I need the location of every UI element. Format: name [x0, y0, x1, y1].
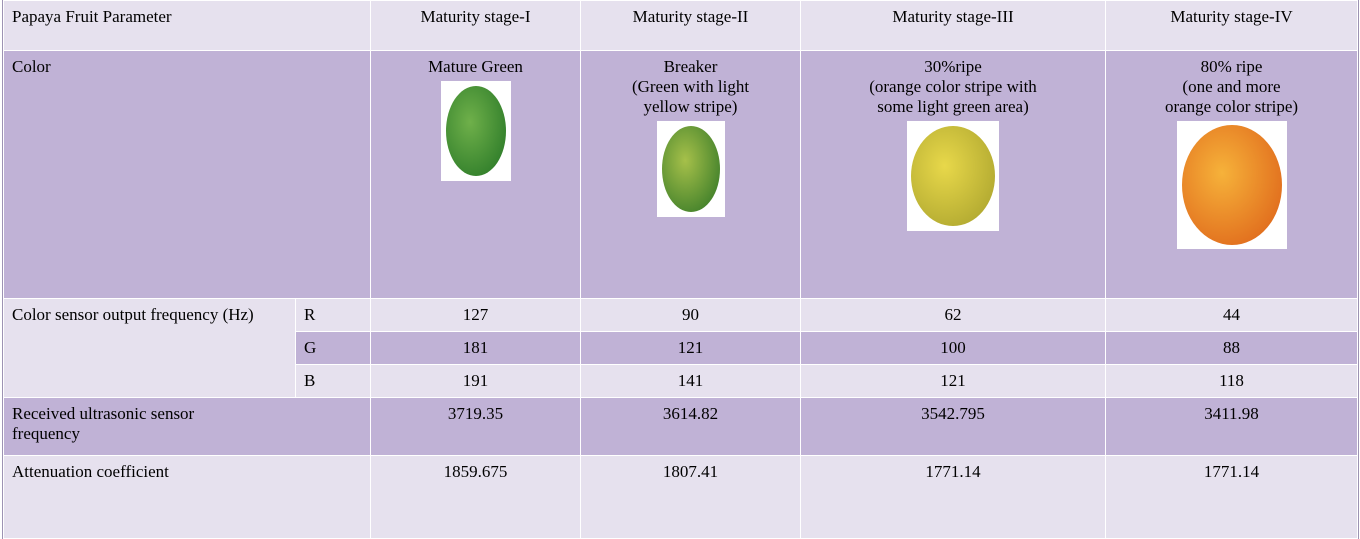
papaya-photo	[907, 121, 999, 231]
color-cell: Mature Green	[371, 51, 581, 299]
row-label: Received ultrasonic sensor frequency	[4, 398, 371, 456]
value-cell: 121	[581, 332, 801, 365]
papaya-photo	[441, 81, 511, 181]
header-cell: Maturity stage-III	[801, 1, 1106, 51]
papaya-photo	[657, 121, 725, 217]
header-cell: Maturity stage-I	[371, 1, 581, 51]
channel-label: R	[296, 299, 371, 332]
value-cell: 3542.795	[801, 398, 1106, 456]
channel-label: B	[296, 365, 371, 398]
value-cell: 181	[371, 332, 581, 365]
value-cell: 44	[1106, 299, 1358, 332]
color-description: 30%ripe	[809, 57, 1097, 77]
value-cell: 121	[801, 365, 1106, 398]
color-description: orange color stripe)	[1114, 97, 1349, 117]
value-cell: 127	[371, 299, 581, 332]
color-description: some light green area)	[809, 97, 1097, 117]
row-label: Color sensor output frequency (Hz)	[4, 299, 296, 398]
row-label: Attenuation coefficient	[4, 456, 371, 539]
color-description: Breaker	[589, 57, 792, 77]
value-cell: 100	[801, 332, 1106, 365]
table-row: Color Mature Green Breaker(Green with lig…	[4, 51, 1358, 299]
color-description: 80% ripe	[1114, 57, 1349, 77]
color-description: (Green with light	[589, 77, 792, 97]
value-cell: 90	[581, 299, 801, 332]
value-cell: 1771.14	[801, 456, 1106, 539]
header-cell: Papaya Fruit Parameter	[4, 1, 371, 51]
value-cell: 1771.14	[1106, 456, 1358, 539]
value-cell: 118	[1106, 365, 1358, 398]
value-cell: 3411.98	[1106, 398, 1358, 456]
maturity-table: Papaya Fruit ParameterMaturity stage-IMa…	[3, 0, 1358, 539]
value-cell: 1807.41	[581, 456, 801, 539]
color-description: (orange color stripe with	[809, 77, 1097, 97]
papaya-photo	[1177, 121, 1287, 249]
value-cell: 62	[801, 299, 1106, 332]
value-cell: 1859.675	[371, 456, 581, 539]
header-cell: Maturity stage-IV	[1106, 1, 1358, 51]
channel-label: G	[296, 332, 371, 365]
value-cell: 88	[1106, 332, 1358, 365]
row-label: Color	[4, 51, 371, 299]
page: Papaya Fruit ParameterMaturity stage-IMa…	[0, 0, 1360, 525]
value-cell: 191	[371, 365, 581, 398]
value-cell: 141	[581, 365, 801, 398]
color-description: (one and more	[1114, 77, 1349, 97]
header-cell: Maturity stage-II	[581, 1, 801, 51]
color-description: Mature Green	[379, 57, 572, 77]
row-label-text: Received ultrasonic sensor frequency	[12, 404, 262, 444]
value-cell: 3719.35	[371, 398, 581, 456]
value-cell: 3614.82	[581, 398, 801, 456]
table-row: Received ultrasonic sensor frequency 3719…	[4, 398, 1358, 456]
color-description: yellow stripe)	[589, 97, 792, 117]
